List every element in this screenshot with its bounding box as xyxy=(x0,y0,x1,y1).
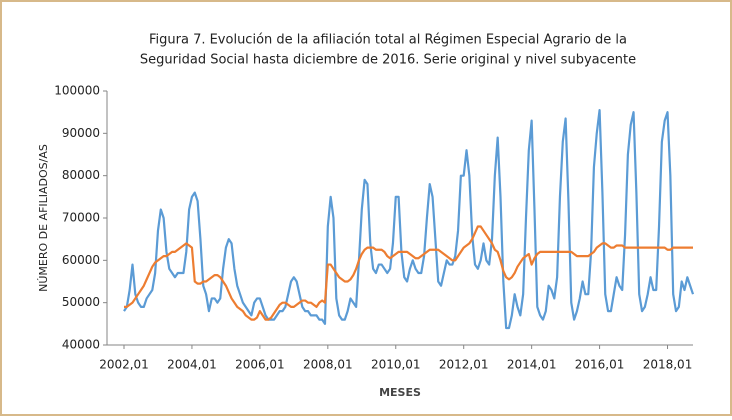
x-tick-label: 2012,01 xyxy=(439,358,489,372)
y-tick-label: 50000 xyxy=(62,295,100,309)
x-tick-label: 2006,01 xyxy=(235,358,285,372)
y-axis-label: NÚMERO DE AFILIADOS/AS xyxy=(37,144,50,292)
y-tick-label: 40000 xyxy=(62,338,100,352)
y-tick-label: 70000 xyxy=(62,211,100,225)
series-line xyxy=(124,225,693,321)
x-tick-label: 2016,01 xyxy=(575,358,625,372)
y-tick-label: 100000 xyxy=(54,84,100,98)
chart-title: Seguridad Social hasta diciembre de 2016… xyxy=(140,53,636,68)
x-tick-label: 2008,01 xyxy=(303,358,353,372)
y-tick-label: 80000 xyxy=(62,168,100,182)
y-tick-label: 90000 xyxy=(62,126,100,140)
x-axis-label: MESES xyxy=(379,386,421,399)
series-line xyxy=(123,108,695,330)
x-tick-label: 2014,01 xyxy=(507,358,557,372)
chart-title: Figura 7. Evolución de la afiliación tot… xyxy=(149,33,627,48)
x-tick-label: 2002,01 xyxy=(99,358,149,372)
x-tick-label: 2010,01 xyxy=(371,358,421,372)
y-tick-label: 60000 xyxy=(62,253,100,267)
x-tick-label: 2018,01 xyxy=(643,358,693,372)
x-tick-label: 2004,01 xyxy=(167,358,217,372)
